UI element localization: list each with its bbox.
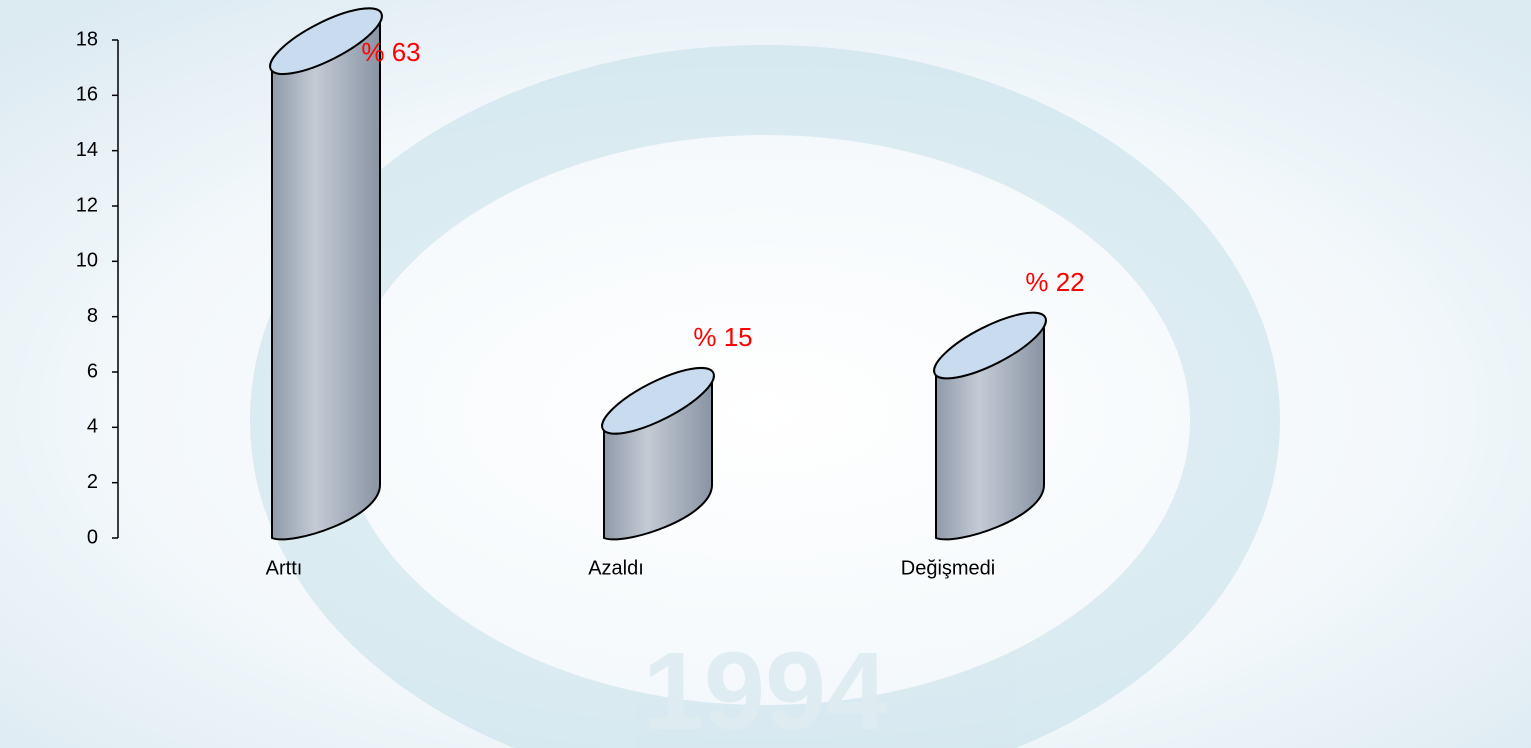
cylinder-body: [272, 15, 380, 540]
percent-label: % 63: [361, 37, 420, 67]
y-tick-label: 10: [76, 250, 98, 272]
y-tick-label: 8: [87, 305, 98, 327]
cylinder: [262, 0, 390, 539]
y-tick-label: 18: [76, 28, 98, 50]
y-tick-label: 16: [76, 84, 98, 106]
category-label: Değişmedi: [901, 557, 995, 579]
y-tick-label: 4: [87, 416, 98, 438]
chart: 1994 0 2 4 6 8 10 12 14 16 18 Arttı % 63 Azaldı % 15 D…: [0, 0, 1531, 748]
percent-label: % 22: [1025, 267, 1084, 297]
percent-label: % 15: [693, 322, 752, 352]
category-label: Arttı: [266, 557, 303, 579]
y-tick-label: 2: [87, 471, 98, 493]
y-tick-label: 12: [76, 194, 98, 216]
y-tick-label: 0: [87, 526, 98, 548]
y-tick-label: 6: [87, 360, 98, 382]
category-label: Azaldı: [588, 557, 644, 579]
y-tick-label: 14: [76, 139, 98, 161]
page: {"chart_data": {"type": "cylinder", "cat…: [0, 0, 1531, 748]
svg-text:1994: 1994: [643, 630, 888, 748]
